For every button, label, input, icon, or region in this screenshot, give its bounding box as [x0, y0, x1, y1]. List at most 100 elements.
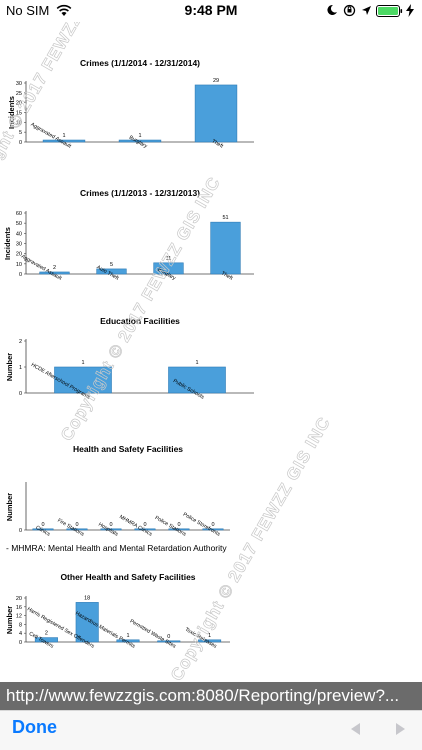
bar — [194, 84, 238, 143]
done-button[interactable]: Done — [12, 717, 57, 737]
bottom-toolbar: Done — [0, 710, 422, 750]
status-icons — [326, 3, 416, 19]
orientation-lock-icon — [343, 4, 356, 17]
y-tick-label: 20 — [16, 252, 22, 258]
bar-value-label: 1 — [195, 360, 198, 366]
other-health-safety-chart: Other Health and Safety Facilities Number… — [0, 570, 422, 682]
chart-title: Education Facilities — [100, 316, 180, 326]
bar-value-label: 0 — [211, 522, 214, 528]
bar-value-label: 0 — [167, 634, 170, 640]
bar — [118, 139, 162, 143]
bar-value-label: 0 — [75, 522, 78, 528]
y-tick-label: 40 — [16, 231, 22, 237]
location-arrow-icon — [362, 6, 371, 15]
x-category-label: Theft — [220, 270, 234, 281]
crimes-2014-chart-svg: Crimes (1/1/2014 - 12/31/2014) Incidents 0… — [7, 58, 254, 150]
y-tick-label: 1 — [19, 365, 22, 371]
bar-value-label: 1 — [138, 133, 141, 139]
x-category-label: Fire Stations — [56, 518, 85, 538]
clock: 9:48 PM — [184, 2, 238, 18]
bar-value-label: 0 — [177, 522, 180, 528]
chart-title: Crimes (1/1/2014 - 12/31/2014) — [80, 58, 200, 68]
bar-value-label: 2 — [53, 265, 56, 271]
y-axis-label: Incidents — [3, 227, 12, 260]
bar — [157, 640, 181, 643]
bar — [168, 366, 226, 394]
x-category-label: Police Storefronts — [182, 512, 222, 538]
bar-value-label: 1 — [81, 360, 84, 366]
chart-title: Health and Safety Facilities — [73, 444, 183, 454]
bar — [54, 366, 112, 394]
bar — [32, 528, 54, 531]
y-tick-label: 16 — [16, 605, 22, 611]
bar-value-label: 0 — [143, 522, 146, 528]
y-tick-label: 50 — [16, 221, 22, 227]
forward-arrow-icon[interactable] — [392, 721, 408, 737]
url-bar[interactable]: http://www.fewzzgis.com:8080/Reporting/p… — [0, 682, 422, 710]
bar-value-label: 1 — [126, 633, 129, 639]
y-tick-label: 30 — [16, 81, 22, 87]
y-axis-label: Number — [5, 353, 14, 381]
y-tick-label: 0 — [19, 272, 22, 278]
bar — [116, 639, 140, 643]
y-tick-label: 0 — [19, 140, 22, 146]
chart-title: Crimes (1/1/2013 - 12/31/2013) — [80, 188, 200, 198]
y-tick-label: 10 — [16, 120, 22, 126]
wifi-icon — [56, 4, 72, 16]
bar — [198, 639, 222, 643]
bar-value-label: 0 — [41, 522, 44, 528]
chart-title: Other Health and Safety Facilities — [60, 572, 195, 582]
report-page[interactable]: Crimes (1/1/2014 - 12/31/2014) Incidents 0… — [0, 22, 422, 682]
charging-bolt-icon — [406, 4, 414, 17]
x-category-label: Theft — [211, 138, 225, 149]
y-tick-label: 30 — [16, 242, 22, 248]
y-tick-label: 10 — [16, 262, 22, 268]
y-tick-label: 0 — [19, 528, 22, 534]
bar — [134, 528, 156, 531]
bar-value-label: 5 — [110, 262, 113, 268]
bar — [202, 528, 224, 531]
y-tick-label: 8 — [19, 622, 22, 628]
y-tick-label: 2 — [19, 339, 22, 345]
bar-value-label: 2 — [45, 631, 48, 637]
y-tick-label: 60 — [16, 211, 22, 217]
y-axis-label: Incidents — [7, 96, 16, 129]
do-not-disturb-icon — [327, 4, 337, 15]
status-bar: No SIM 9:48 PM — [0, 0, 422, 22]
x-category-label: MHMRA Clinics — [118, 514, 153, 538]
bar-value-label: 29 — [213, 78, 219, 84]
y-tick-label: 0 — [19, 391, 22, 397]
bar — [210, 221, 241, 275]
health-safety-facilities-chart-svg: Health and Safety FacilitiesNumber00Clin… — [5, 444, 230, 538]
education-facilities-chart: Education Facilities Number 0 1 2 1 HCDE After… — [0, 294, 422, 424]
bar — [100, 528, 122, 531]
bar — [153, 262, 184, 275]
x-category-label: Toxic Releases — [184, 627, 218, 650]
battery-icon — [376, 5, 403, 17]
y-tick-label: 5 — [19, 130, 22, 136]
back-arrow-icon[interactable] — [348, 721, 364, 737]
mhmra-footnote: - MHMRA: Mental Health and Mental Retard… — [6, 543, 227, 553]
bar — [75, 602, 99, 643]
crimes-2013-chart: Crimes (1/1/2013 - 12/31/2013) Incidents 0… — [0, 166, 422, 292]
bar — [39, 271, 70, 275]
bar — [96, 268, 127, 275]
bar — [168, 528, 190, 531]
crimes-2014-chart: Crimes (1/1/2014 - 12/31/2014) Incidents 0… — [0, 38, 422, 164]
carrier-label: No SIM — [6, 3, 50, 18]
x-category-label: Aggravated Assault — [20, 254, 63, 282]
bar-value-label: 1 — [62, 133, 65, 139]
y-tick-label: 4 — [19, 631, 22, 637]
bar — [42, 139, 86, 143]
bar-value-label: 0 — [109, 522, 112, 528]
bar — [66, 528, 88, 531]
y-tick-label: 15 — [16, 111, 22, 117]
y-tick-label: 12 — [16, 614, 22, 620]
bar-value-label: 1 — [208, 633, 211, 639]
bar-value-label: 18 — [84, 595, 90, 601]
y-tick-label: 20 — [16, 596, 22, 602]
bar — [34, 637, 58, 643]
y-tick-label: 0 — [19, 640, 22, 646]
bar-value-label: 51 — [222, 215, 228, 221]
y-axis-label: Number — [5, 493, 14, 521]
